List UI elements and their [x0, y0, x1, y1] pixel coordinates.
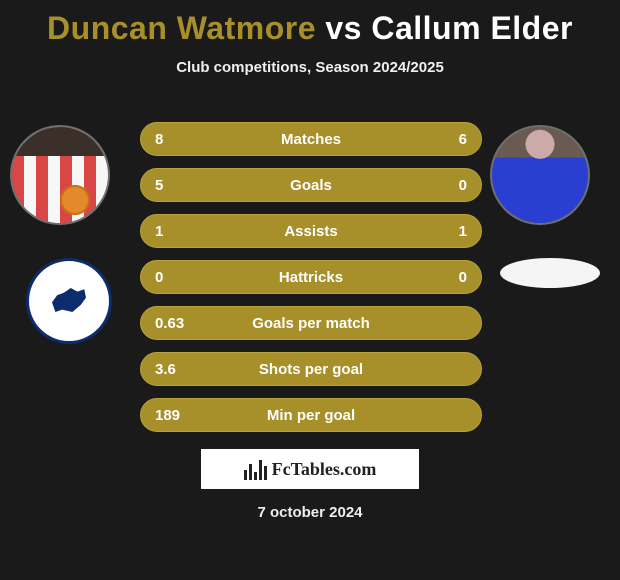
player-left-avatar: [10, 125, 110, 225]
stat-row: 3.6 Shots per goal: [140, 352, 482, 386]
title-player-right: Callum Elder: [371, 10, 573, 46]
stat-row: 5 Goals 0: [140, 168, 482, 202]
stat-value-left: 189: [155, 407, 195, 424]
stat-label: Min per goal: [267, 407, 355, 424]
stat-row: 0.63 Goals per match: [140, 306, 482, 340]
player-right-avatar: [490, 125, 590, 225]
stats-container: 8 Matches 6 5 Goals 0 1 Assists 1 0 Hatt…: [140, 122, 482, 444]
stat-label: Goals: [290, 177, 332, 194]
stat-label: Matches: [281, 131, 341, 148]
stat-label: Hattricks: [279, 269, 343, 286]
page-title: Duncan Watmore vs Callum Elder: [0, 0, 620, 47]
stat-label: Goals per match: [252, 315, 370, 332]
brand-box[interactable]: FcTables.com: [201, 449, 419, 489]
stat-label: Shots per goal: [259, 361, 363, 378]
lion-icon: [46, 278, 92, 324]
stat-value-left: 1: [155, 223, 195, 240]
club-right-badge: [500, 258, 600, 288]
stat-value-left: 0: [155, 269, 195, 286]
stat-row: 1 Assists 1: [140, 214, 482, 248]
stat-value-left: 5: [155, 177, 195, 194]
brand-text: FcTables.com: [272, 459, 377, 480]
title-vs: vs: [325, 10, 362, 46]
player-left-jersey: [12, 127, 108, 223]
stat-value-right: 0: [427, 177, 467, 194]
stat-value-right: 1: [427, 223, 467, 240]
title-player-left: Duncan Watmore: [47, 10, 316, 46]
stat-value-right: 0: [427, 269, 467, 286]
stat-row: 0 Hattricks 0: [140, 260, 482, 294]
stat-value-left: 0.63: [155, 315, 195, 332]
player-right-jersey: [492, 127, 588, 223]
stat-value-left: 8: [155, 131, 195, 148]
stat-value-right: 6: [427, 131, 467, 148]
stat-label: Assists: [284, 223, 337, 240]
club-left-badge: [26, 258, 112, 344]
stat-row: 8 Matches 6: [140, 122, 482, 156]
subtitle: Club competitions, Season 2024/2025: [0, 59, 620, 76]
stat-row: 189 Min per goal: [140, 398, 482, 432]
stat-value-left: 3.6: [155, 361, 195, 378]
bars-icon: [244, 458, 266, 480]
date-text: 7 october 2024: [0, 504, 620, 521]
